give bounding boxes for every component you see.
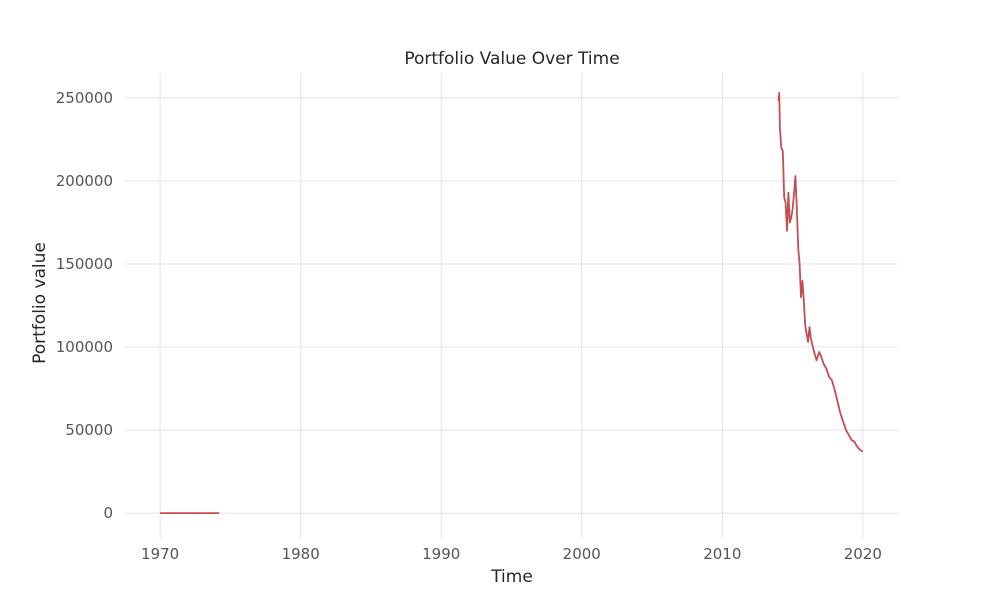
y-axis-label: Portfolio value xyxy=(30,242,50,364)
x-tick-label: 2000 xyxy=(563,545,601,563)
x-tick-label: 2020 xyxy=(844,545,882,563)
x-tick-label: 1970 xyxy=(141,545,179,563)
series-line xyxy=(777,92,864,453)
x-tick-label: 1980 xyxy=(282,545,320,563)
x-tick-labels: 1970 1980 1990 2000 2010 2020 xyxy=(141,545,882,563)
y-tick-label: 150000 xyxy=(56,255,113,273)
x-axis-label: Time xyxy=(490,567,533,587)
y-gridlines xyxy=(125,97,898,514)
y-tick-label: 0 xyxy=(103,504,113,522)
x-tick-label: 1990 xyxy=(422,545,460,563)
y-tick-label: 250000 xyxy=(56,89,113,107)
y-tick-label: 200000 xyxy=(56,172,113,190)
y-tick-labels: 0 50000 100000 150000 200000 250000 xyxy=(56,89,113,522)
x-tick-label: 2010 xyxy=(703,545,741,563)
series-lines xyxy=(160,92,864,514)
x-gridlines xyxy=(159,73,864,538)
chart-title: Portfolio Value Over Time xyxy=(404,49,619,69)
y-tick-label: 50000 xyxy=(65,421,113,439)
y-tick-label: 100000 xyxy=(56,338,113,356)
